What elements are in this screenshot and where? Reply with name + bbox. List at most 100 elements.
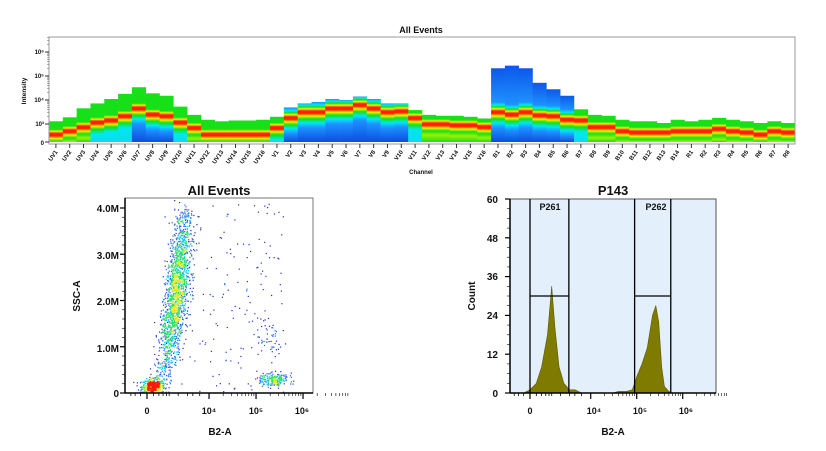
event-dot	[165, 291, 168, 294]
event-dot	[173, 298, 175, 301]
event-dot	[164, 342, 166, 344]
event-dot	[181, 211, 183, 213]
event-dot	[199, 390, 201, 392]
event-dot	[175, 262, 177, 264]
event-dot	[179, 219, 181, 221]
y-tick-label: 36	[487, 272, 499, 283]
event-dot	[158, 382, 160, 384]
event-dot	[160, 313, 162, 315]
event-dot	[190, 230, 192, 232]
event-dot	[175, 292, 178, 294]
event-dot	[263, 379, 266, 381]
event-dot	[172, 290, 174, 292]
event-dot	[170, 326, 172, 328]
event-dot	[179, 284, 181, 286]
event-dot	[174, 276, 176, 278]
event-dot	[156, 377, 158, 379]
event-dot	[133, 381, 135, 383]
event-dot	[164, 332, 166, 334]
event-dot	[165, 363, 167, 365]
event-dot	[281, 376, 283, 378]
channel-label: V6	[341, 149, 351, 159]
event-dot	[179, 281, 181, 283]
event-dot	[237, 281, 239, 283]
event-dot	[175, 255, 177, 257]
gate-label-p261[interactable]: P261	[539, 202, 560, 212]
event-dot	[157, 371, 159, 373]
event-dot	[163, 345, 165, 347]
channel-label: R4	[727, 149, 737, 159]
event-dot	[163, 374, 166, 376]
event-dot	[186, 312, 188, 315]
event-dot	[182, 217, 184, 219]
event-dot	[154, 389, 156, 391]
event-dot	[156, 370, 158, 372]
event-dot	[219, 383, 221, 385]
event-dot	[165, 332, 167, 334]
event-dot	[181, 302, 183, 304]
event-dot	[179, 359, 181, 361]
event-dot	[275, 376, 277, 378]
event-dot	[184, 237, 186, 239]
event-dot	[158, 391, 160, 393]
event-dot	[182, 230, 184, 232]
event-dot	[224, 283, 226, 285]
event-dot	[263, 380, 266, 382]
event-dot	[182, 249, 184, 251]
event-dot	[193, 226, 195, 228]
event-dot	[147, 389, 149, 391]
event-dot	[172, 301, 174, 303]
event-dot	[177, 280, 179, 282]
event-dot	[270, 384, 272, 386]
event-dot	[165, 352, 167, 355]
event-dot	[145, 386, 147, 389]
event-dot	[181, 293, 183, 295]
event-dot	[181, 230, 183, 232]
event-dot	[171, 357, 173, 359]
event-dot	[144, 390, 146, 392]
event-dot	[168, 291, 170, 293]
event-dot	[278, 353, 280, 355]
event-dot	[171, 222, 173, 224]
gate-label-p262[interactable]: P262	[645, 202, 666, 212]
event-dot	[176, 353, 178, 356]
event-dot	[180, 244, 182, 246]
event-dot	[278, 383, 280, 385]
event-dot	[181, 331, 183, 333]
event-dot	[169, 329, 171, 332]
event-dot	[184, 212, 186, 214]
event-dot	[189, 324, 191, 326]
event-dot	[187, 307, 189, 309]
event-dot	[168, 296, 170, 298]
event-dot	[161, 319, 163, 321]
event-dot	[169, 315, 171, 317]
event-dot	[193, 234, 195, 237]
event-dot	[221, 296, 223, 298]
event-dot	[270, 340, 272, 342]
event-dot	[172, 331, 175, 333]
event-dot	[176, 313, 178, 315]
event-dot	[171, 314, 173, 316]
event-dot	[169, 366, 171, 368]
event-dot	[171, 268, 173, 271]
event-dot	[275, 349, 277, 351]
event-dot	[179, 217, 181, 219]
event-dot	[149, 376, 151, 378]
event-dot	[176, 275, 179, 277]
event-dot	[230, 360, 232, 362]
event-dot	[185, 271, 187, 273]
event-dot	[279, 380, 281, 382]
event-dot	[218, 374, 220, 376]
event-dot	[261, 381, 263, 383]
event-dot	[174, 341, 176, 344]
event-dot	[174, 325, 177, 327]
event-dot	[172, 291, 174, 293]
event-dot	[184, 309, 187, 312]
event-dot	[177, 255, 179, 257]
event-dot	[269, 387, 272, 389]
event-dot	[184, 242, 186, 244]
event-dot	[147, 386, 149, 388]
spectrum-columns	[49, 65, 796, 142]
event-dot	[176, 242, 178, 244]
event-dot	[170, 354, 172, 356]
